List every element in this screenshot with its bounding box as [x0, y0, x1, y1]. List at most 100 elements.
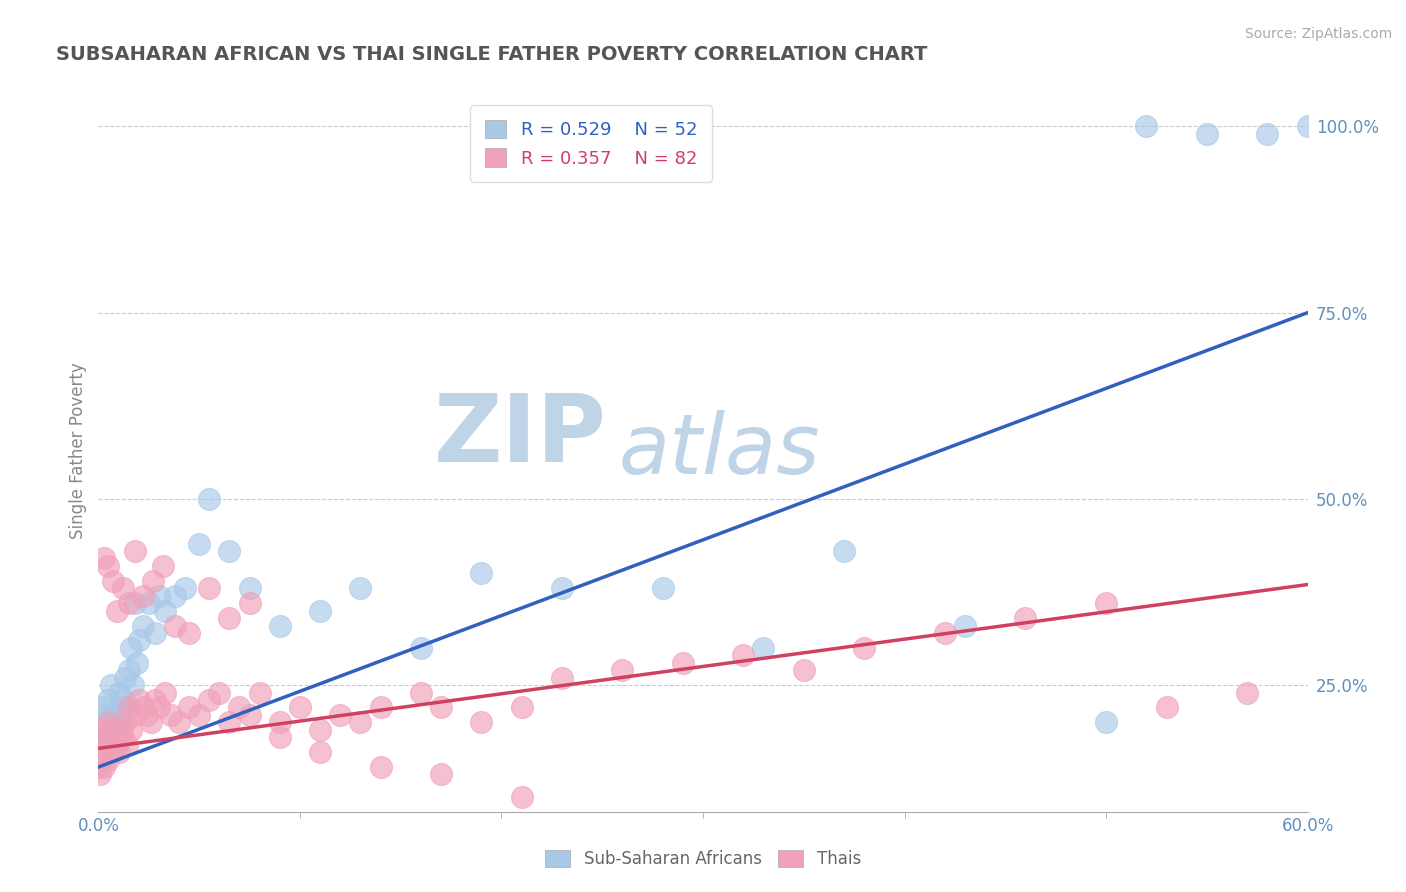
- Point: [103, 707, 125, 722]
- Point: [93, 551, 115, 566]
- Point: [1135, 120, 1157, 134]
- Point: [89, 767, 111, 781]
- Point: [188, 707, 211, 722]
- Point: [124, 707, 146, 722]
- Point: [111, 693, 134, 707]
- Point: [103, 715, 125, 730]
- Point: [430, 767, 453, 781]
- Point: [107, 700, 129, 714]
- Point: [96, 738, 118, 752]
- Point: [115, 700, 138, 714]
- Point: [1095, 596, 1118, 610]
- Point: [89, 745, 111, 759]
- Point: [269, 715, 291, 730]
- Point: [1156, 700, 1178, 714]
- Point: [198, 693, 221, 707]
- Point: [121, 678, 143, 692]
- Point: [105, 738, 128, 752]
- Point: [409, 640, 432, 655]
- Point: [329, 707, 352, 722]
- Point: [97, 715, 120, 730]
- Point: [114, 671, 136, 685]
- Point: [101, 745, 124, 759]
- Point: [143, 693, 166, 707]
- Point: [93, 760, 115, 774]
- Point: [953, 618, 976, 632]
- Point: [470, 715, 492, 730]
- Point: [118, 663, 141, 677]
- Point: [152, 558, 174, 573]
- Point: [124, 596, 146, 610]
- Point: [110, 707, 132, 722]
- Point: [179, 626, 201, 640]
- Point: [96, 707, 118, 722]
- Point: [733, 648, 755, 663]
- Point: [370, 700, 392, 714]
- Point: [97, 753, 120, 767]
- Point: [93, 723, 115, 737]
- Point: [91, 715, 114, 730]
- Point: [132, 700, 155, 714]
- Point: [100, 738, 122, 752]
- Text: SUBSAHARAN AFRICAN VS THAI SINGLE FATHER POVERTY CORRELATION CHART: SUBSAHARAN AFRICAN VS THAI SINGLE FATHER…: [56, 45, 928, 63]
- Point: [118, 700, 141, 714]
- Point: [93, 723, 115, 737]
- Point: [101, 574, 124, 588]
- Point: [239, 707, 262, 722]
- Point: [124, 544, 146, 558]
- Point: [101, 723, 124, 737]
- Point: [91, 753, 114, 767]
- Point: [288, 700, 311, 714]
- Point: [128, 633, 150, 648]
- Point: [752, 640, 775, 655]
- Point: [132, 618, 155, 632]
- Point: [105, 738, 128, 752]
- Point: [148, 589, 170, 603]
- Point: [218, 611, 240, 625]
- Point: [551, 671, 574, 685]
- Point: [510, 700, 533, 714]
- Point: [125, 656, 148, 670]
- Point: [430, 700, 453, 714]
- Point: [309, 723, 332, 737]
- Point: [115, 738, 138, 752]
- Point: [853, 640, 876, 655]
- Point: [208, 685, 231, 699]
- Point: [1236, 685, 1258, 699]
- Point: [239, 596, 262, 610]
- Point: [163, 618, 186, 632]
- Point: [1095, 715, 1118, 730]
- Point: [128, 693, 150, 707]
- Text: ZIP: ZIP: [433, 390, 606, 482]
- Y-axis label: Single Father Poverty: Single Father Poverty: [69, 362, 87, 539]
- Point: [672, 656, 695, 670]
- Point: [118, 596, 141, 610]
- Point: [163, 589, 186, 603]
- Point: [89, 730, 111, 744]
- Point: [120, 640, 142, 655]
- Text: atlas: atlas: [619, 410, 820, 491]
- Point: [132, 589, 155, 603]
- Point: [349, 715, 371, 730]
- Point: [239, 581, 262, 595]
- Point: [218, 544, 240, 558]
- Point: [114, 715, 136, 730]
- Point: [93, 700, 115, 714]
- Point: [510, 789, 533, 804]
- Point: [612, 663, 634, 677]
- Point: [91, 738, 114, 752]
- Point: [143, 626, 166, 640]
- Point: [179, 700, 201, 714]
- Point: [1014, 611, 1036, 625]
- Point: [120, 723, 142, 737]
- Point: [1256, 127, 1278, 141]
- Point: [153, 685, 176, 699]
- Point: [107, 745, 129, 759]
- Point: [551, 581, 574, 595]
- Point: [100, 730, 122, 744]
- Point: [249, 685, 271, 699]
- Point: [153, 604, 176, 618]
- Point: [832, 544, 855, 558]
- Point: [269, 618, 291, 632]
- Point: [97, 693, 120, 707]
